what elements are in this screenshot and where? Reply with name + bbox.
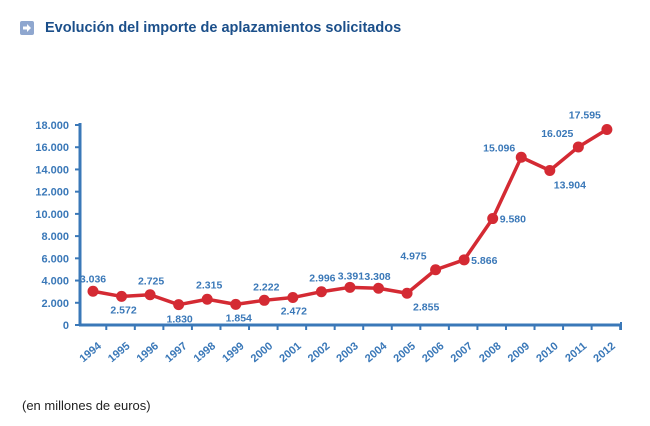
x-tick-label: 1999 (220, 340, 246, 365)
data-point (487, 213, 498, 224)
x-axis: 1994 1995 1996 1997 1998 1999 2000 2001 2002 2003… (77, 322, 622, 365)
x-tick-label: 2003 (334, 340, 360, 365)
data-label: 3.391 (338, 270, 364, 282)
y-tick-label: 0 (63, 320, 69, 332)
unit-note: (en millones de euros) (22, 398, 151, 413)
data-point (344, 282, 355, 293)
x-tick-label: 2009 (506, 340, 532, 365)
data-label: 4.975 (400, 251, 426, 263)
data-label: 1.854 (226, 312, 252, 324)
data-label: 2.996 (309, 273, 335, 285)
data-label: 2.855 (413, 301, 439, 313)
x-tick-label: 1998 (192, 340, 218, 365)
x-tick-label: 2004 (363, 340, 390, 365)
data-label: 2.315 (196, 279, 222, 291)
data-label: 2.472 (281, 306, 307, 318)
x-tick-label: 1997 (163, 340, 189, 365)
data-point (88, 286, 99, 297)
data-point (287, 292, 298, 303)
x-tick-label: 2006 (420, 340, 446, 365)
x-tick-label: 2000 (249, 340, 275, 365)
data-label: 2.725 (138, 276, 164, 288)
y-tick-label: 14.000 (35, 164, 69, 176)
data-label: 15.096 (483, 142, 515, 154)
x-tick-label: 2012 (591, 340, 617, 365)
y-tick-label: 6.000 (41, 253, 69, 265)
x-tick-label: 2008 (477, 340, 503, 365)
data-label: 9.580 (500, 214, 526, 226)
data-label: 3.036 (80, 273, 106, 285)
data-point (116, 291, 127, 302)
data-point (202, 294, 213, 305)
x-tick-label: 2010 (534, 340, 560, 365)
y-tick-label: 10.000 (35, 209, 69, 221)
data-point (459, 254, 470, 265)
y-tick-label: 18.000 (35, 120, 69, 132)
x-tick-label: 2001 (277, 340, 303, 365)
data-label: 5.866 (471, 255, 497, 267)
data-point (173, 299, 184, 310)
data-point (430, 264, 441, 275)
data-point (316, 286, 327, 297)
data-label: 16.025 (541, 128, 573, 140)
data-point (516, 152, 527, 163)
data-point (573, 141, 584, 152)
x-tick-label: 1995 (106, 340, 132, 365)
data-point (230, 299, 241, 310)
y-tick-label: 8.000 (41, 231, 69, 243)
data-point (259, 295, 270, 306)
y-axis: 0 2.000 4.000 6.000 8.000 10.000 12.000 14.000 1… (35, 120, 80, 332)
data-point (601, 124, 612, 135)
data-point (544, 165, 555, 176)
x-tick-label: 2002 (306, 340, 332, 365)
x-tick-label: 2007 (449, 340, 475, 365)
data-label: 3.308 (364, 271, 390, 283)
data-labels: 3.036 2.572 2.725 1.830 2.315 1.854 2.222 2.472… (80, 110, 601, 326)
data-label: 17.595 (569, 110, 601, 122)
data-label: 2.222 (253, 281, 279, 293)
y-tick-label: 2.000 (41, 298, 69, 310)
x-tick-label: 1994 (77, 340, 104, 365)
y-tick-label: 12.000 (35, 187, 69, 199)
data-point (402, 288, 413, 299)
data-label: 13.904 (554, 180, 586, 192)
x-tick-label: 2011 (563, 340, 589, 365)
x-tick-label: 2005 (392, 340, 418, 365)
data-point (145, 289, 156, 300)
data-label: 1.830 (167, 314, 193, 326)
data-label: 2.572 (110, 304, 136, 316)
x-tick-label: 1996 (135, 340, 161, 365)
data-point (373, 283, 384, 294)
y-tick-label: 4.000 (41, 276, 69, 288)
y-tick-label: 16.000 (35, 142, 69, 154)
